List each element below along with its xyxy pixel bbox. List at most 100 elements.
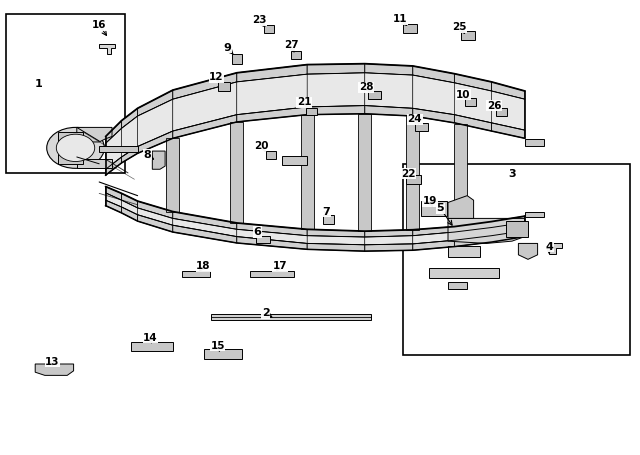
Polygon shape	[461, 31, 475, 40]
Text: 11: 11	[393, 14, 407, 24]
Polygon shape	[166, 138, 179, 212]
Polygon shape	[122, 108, 138, 128]
Polygon shape	[492, 231, 525, 242]
Text: 23: 23	[252, 15, 266, 25]
Polygon shape	[454, 74, 492, 91]
Polygon shape	[465, 98, 476, 106]
Polygon shape	[492, 216, 525, 228]
Polygon shape	[307, 73, 365, 107]
Polygon shape	[138, 215, 173, 232]
Polygon shape	[266, 151, 276, 159]
Polygon shape	[211, 314, 371, 320]
Text: 27: 27	[284, 40, 298, 51]
Polygon shape	[122, 116, 138, 157]
Polygon shape	[549, 243, 562, 254]
Text: 17: 17	[273, 261, 287, 271]
Circle shape	[47, 127, 104, 168]
Polygon shape	[365, 73, 413, 108]
Polygon shape	[237, 107, 307, 122]
Polygon shape	[413, 108, 454, 123]
Text: 10: 10	[456, 90, 470, 100]
Text: 2: 2	[262, 308, 269, 318]
Polygon shape	[413, 232, 454, 244]
Polygon shape	[122, 193, 138, 208]
Polygon shape	[406, 116, 419, 230]
Polygon shape	[250, 271, 294, 277]
Polygon shape	[99, 146, 138, 152]
Polygon shape	[204, 349, 242, 359]
Polygon shape	[106, 193, 122, 207]
Polygon shape	[454, 115, 492, 131]
Polygon shape	[506, 221, 528, 237]
Text: 5: 5	[436, 203, 444, 213]
Polygon shape	[138, 131, 173, 153]
Polygon shape	[256, 236, 270, 243]
Text: 8: 8	[143, 150, 151, 160]
Polygon shape	[496, 108, 507, 116]
Polygon shape	[368, 91, 381, 99]
Polygon shape	[106, 128, 122, 169]
Text: 13: 13	[45, 357, 60, 367]
Polygon shape	[358, 114, 371, 231]
Polygon shape	[122, 200, 138, 215]
Polygon shape	[173, 115, 237, 138]
Circle shape	[56, 134, 95, 162]
Polygon shape	[454, 236, 492, 247]
Polygon shape	[106, 121, 122, 143]
Polygon shape	[237, 74, 307, 115]
Polygon shape	[307, 236, 365, 245]
Polygon shape	[413, 227, 454, 236]
Polygon shape	[138, 99, 173, 147]
Polygon shape	[237, 229, 307, 243]
Polygon shape	[448, 246, 480, 257]
Polygon shape	[35, 364, 74, 375]
Polygon shape	[138, 208, 173, 225]
Polygon shape	[106, 157, 122, 175]
Polygon shape	[218, 82, 230, 91]
Polygon shape	[365, 230, 413, 237]
Polygon shape	[413, 75, 454, 115]
Polygon shape	[237, 65, 307, 82]
Polygon shape	[138, 201, 173, 218]
Polygon shape	[173, 212, 237, 229]
Polygon shape	[415, 123, 428, 131]
Polygon shape	[365, 106, 413, 116]
Polygon shape	[421, 201, 447, 216]
Polygon shape	[173, 225, 237, 243]
Polygon shape	[99, 44, 115, 54]
Polygon shape	[122, 207, 138, 221]
Text: 24: 24	[408, 114, 422, 124]
Polygon shape	[448, 282, 467, 289]
Polygon shape	[492, 123, 525, 138]
Text: 16: 16	[92, 20, 106, 30]
Polygon shape	[454, 222, 492, 232]
Polygon shape	[365, 244, 413, 251]
Polygon shape	[406, 175, 421, 184]
Text: 26: 26	[487, 101, 501, 111]
Bar	[403, 164, 630, 355]
Polygon shape	[77, 127, 112, 142]
Polygon shape	[173, 218, 237, 237]
Polygon shape	[106, 200, 122, 213]
Polygon shape	[492, 222, 525, 236]
Polygon shape	[518, 243, 538, 259]
Polygon shape	[306, 108, 317, 115]
Polygon shape	[525, 212, 544, 217]
Text: 4: 4	[545, 242, 553, 252]
Polygon shape	[323, 215, 334, 224]
Text: 15: 15	[211, 341, 225, 351]
Polygon shape	[307, 243, 365, 251]
Polygon shape	[307, 229, 365, 237]
Polygon shape	[365, 236, 413, 245]
Polygon shape	[173, 73, 237, 99]
Polygon shape	[230, 122, 243, 223]
Polygon shape	[106, 187, 122, 200]
Polygon shape	[77, 159, 112, 168]
Polygon shape	[448, 196, 474, 218]
Text: 12: 12	[209, 72, 223, 82]
Polygon shape	[122, 147, 138, 163]
Polygon shape	[403, 24, 417, 33]
Polygon shape	[237, 237, 307, 249]
Polygon shape	[448, 218, 525, 243]
Polygon shape	[173, 82, 237, 131]
